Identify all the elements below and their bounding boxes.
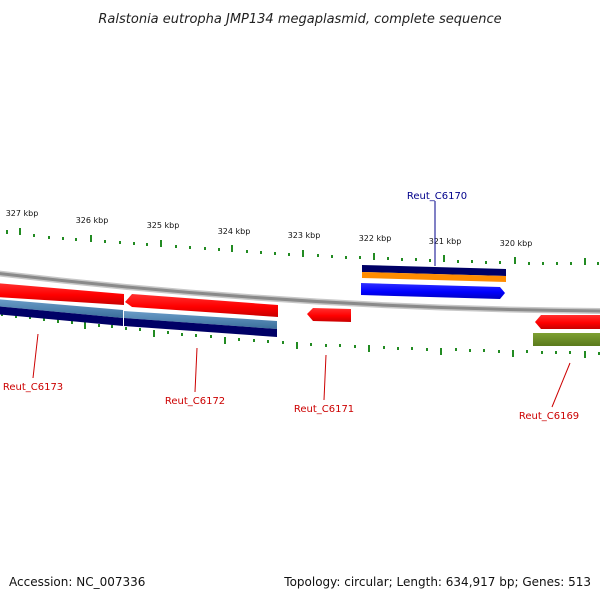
gene-c6169-red-arrow <box>535 315 600 329</box>
gene-reut-c6173[interactable] <box>0 283 124 379</box>
gene-label-reut-c6173[interactable]: Reut_C6173 <box>3 382 63 393</box>
gene-c6171-label-line <box>323 354 327 401</box>
gene-label-reut-c6172[interactable]: Reut_C6172 <box>165 396 225 407</box>
genome-summary-text: Topology: circular; Length: 634,917 bp; … <box>283 575 591 589</box>
scale-label-324: 324 kbp <box>218 227 251 236</box>
gene-c6170-navy-track <box>362 265 506 276</box>
outer-tick-ring <box>6 228 599 265</box>
scale-label-327: 327 kbp <box>6 209 39 218</box>
gene-c6172-red-arrow <box>125 294 278 317</box>
gene-c6169-olive-track <box>533 333 600 346</box>
gene-c6173-red-arrow <box>0 283 124 305</box>
gene-reut-c6172[interactable] <box>124 294 278 393</box>
scale-label-326: 326 kbp <box>76 216 109 225</box>
scale-label-323: 323 kbp <box>288 231 321 240</box>
gene-c6172-steel-track <box>124 311 277 329</box>
inner-tick-ring <box>1 313 600 358</box>
gene-c6170-blue-arrow <box>361 283 505 299</box>
gene-c6173-steel-track <box>0 299 123 318</box>
gene-reut-c6171[interactable] <box>307 308 351 401</box>
gene-label-reut-c6169[interactable]: Reut_C6169 <box>519 411 579 422</box>
gene-label-reut-c6171[interactable]: Reut_C6171 <box>294 404 354 415</box>
gene-c6169-label-line <box>551 362 571 408</box>
scale-label-322: 322 kbp <box>359 234 392 243</box>
accession-text: Accession: NC_007336 <box>9 575 145 589</box>
gene-labels: Reut_C6170 Reut_C6173 Reut_C6172 Reut_C6… <box>3 191 579 422</box>
gene-c6172-label-line <box>194 347 198 393</box>
gene-reut-c6170[interactable] <box>361 201 506 299</box>
scale-labels: 327 kbp 326 kbp 325 kbp 324 kbp 323 kbp … <box>6 209 533 248</box>
gene-c6171-red-arrow <box>307 308 351 322</box>
gene-c6170-orange-track <box>362 272 506 282</box>
scale-label-320: 320 kbp <box>500 239 533 248</box>
backbone-arc-core <box>0 272 600 313</box>
gene-label-reut-c6170[interactable]: Reut_C6170 <box>407 191 467 202</box>
gene-c6173-navy-track <box>0 306 123 326</box>
map-title: Ralstonia eutropha JMP134 megaplasmid, c… <box>98 12 501 27</box>
gene-c6172-navy-track <box>124 318 277 337</box>
gene-reut-c6169[interactable] <box>533 315 600 408</box>
scale-label-321: 321 kbp <box>429 237 462 246</box>
gene-c6173-label-line <box>32 333 39 379</box>
scale-label-325: 325 kbp <box>147 221 180 230</box>
